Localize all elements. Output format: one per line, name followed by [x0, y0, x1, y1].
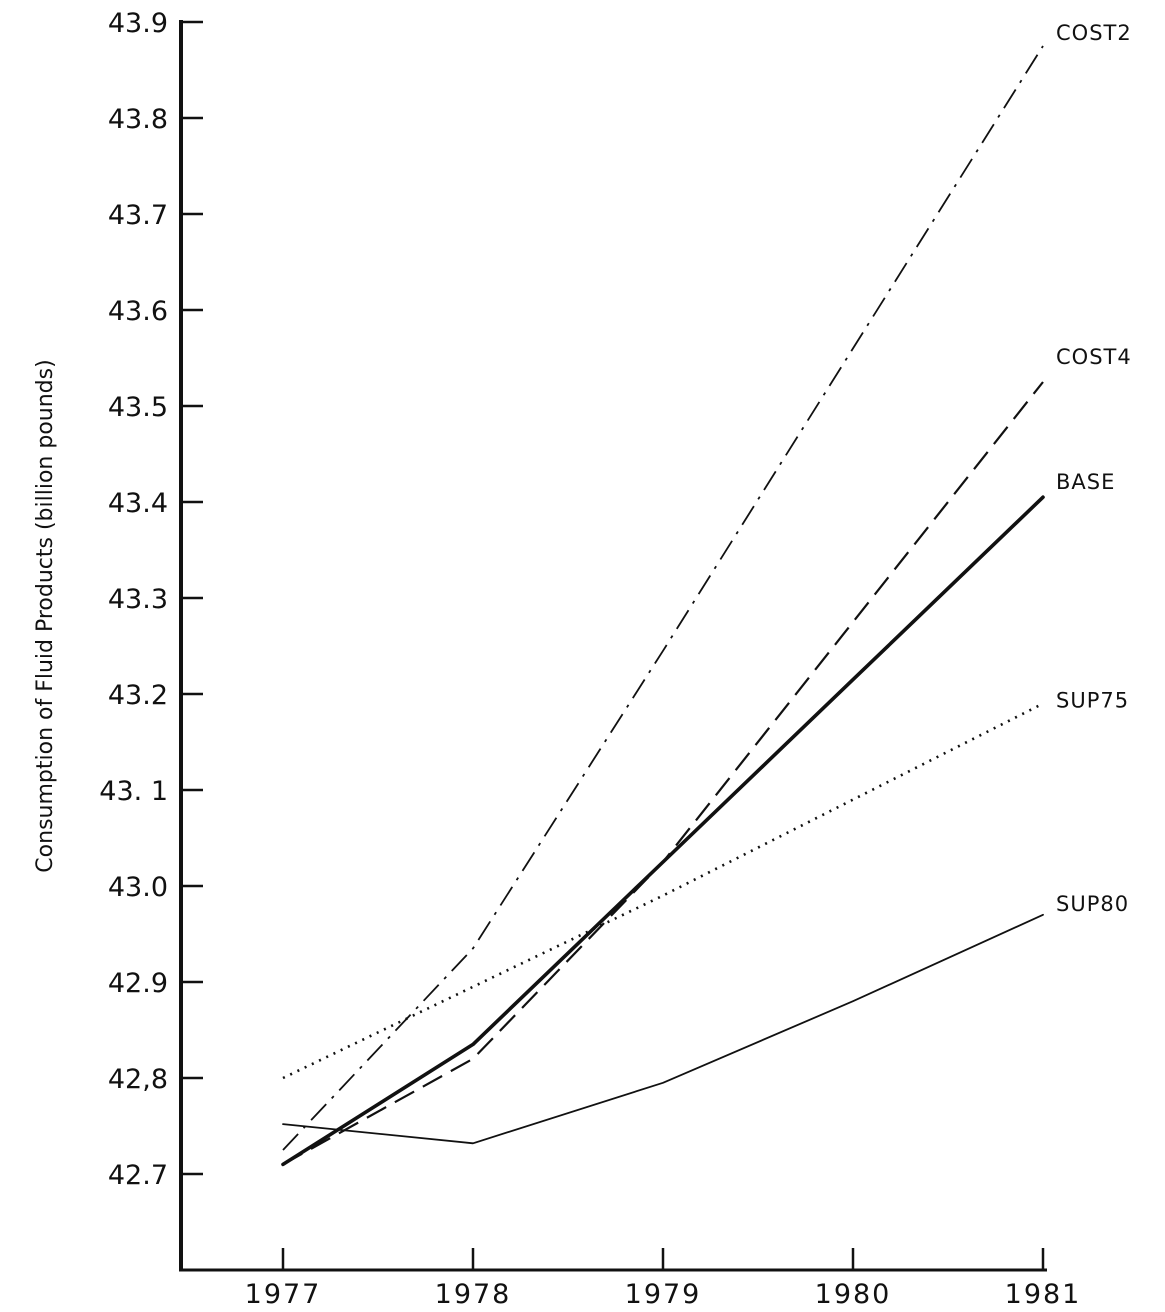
series-line-cost4	[282, 381, 1044, 1166]
x-tick-label: 1979	[625, 1279, 702, 1308]
y-axis-title: Consumption of Fluid Products (billion p…	[33, 359, 58, 872]
x-tick-label: 1977	[245, 1279, 322, 1308]
y-tick-label: 43.8	[108, 104, 168, 135]
series-label-cost2: COST2	[1056, 21, 1132, 45]
y-tick-label: 42,8	[108, 1064, 168, 1095]
series-line-cost2	[282, 45, 1044, 1151]
series-label-cost4: COST4	[1056, 345, 1132, 369]
y-tick-label: 43.2	[108, 680, 168, 711]
series-lines	[281, 45, 1045, 1167]
series-line-sup75	[282, 702, 1044, 1080]
y-tick-label: 43. 1	[99, 776, 168, 807]
y-tick-label: 43.6	[108, 296, 168, 327]
y-tick-label: 43.9	[108, 8, 168, 39]
y-tick-label: 43.3	[108, 584, 168, 615]
y-tick-label: 43.4	[108, 488, 168, 519]
x-tick-label: 1980	[815, 1279, 892, 1308]
y-tick-label: 42.9	[108, 968, 168, 999]
y-tick-label: 43.0	[108, 872, 168, 903]
y-tick-label: 43.7	[108, 200, 168, 231]
series-labels: COST2 COST4 BASE SUP75 SUP80	[1056, 21, 1132, 916]
y-tick-label: 43.5	[108, 392, 168, 423]
series-label-base: BASE	[1056, 470, 1115, 494]
series-line-sup80	[282, 913, 1044, 1145]
series-line-base	[281, 495, 1045, 1167]
y-tick-label: 42.7	[108, 1160, 168, 1191]
axes: 42.7 42,8 42.9 43.0 43. 1 43.2 43.3 43.4 43.5 43.…	[99, 8, 1082, 1310]
x-tick-label: 1978	[435, 1279, 512, 1308]
series-label-sup75: SUP75	[1056, 689, 1129, 713]
x-tick-label: 1981	[1005, 1279, 1082, 1308]
series-label-sup80: SUP80	[1056, 892, 1129, 916]
